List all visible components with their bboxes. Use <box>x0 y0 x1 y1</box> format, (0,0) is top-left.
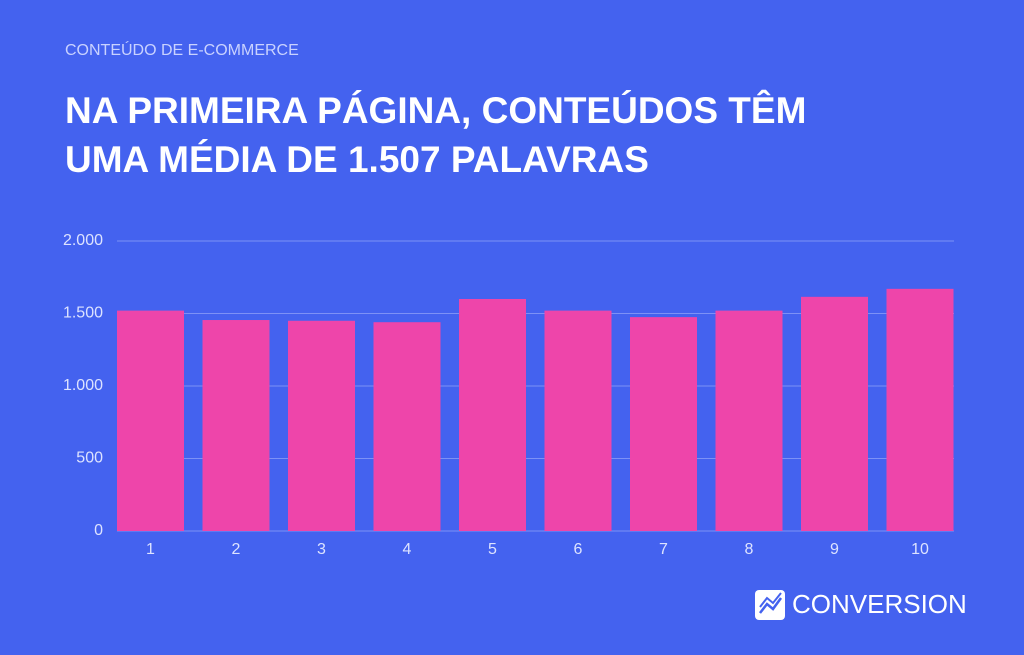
chart-title: UMA MÉDIA DE 1.507 PALAVRAS <box>65 139 649 180</box>
x-tick-label: 10 <box>911 541 929 558</box>
brand-name: CONVERSION <box>792 589 967 619</box>
bar <box>544 310 612 531</box>
bar <box>630 317 697 531</box>
x-tick-label: 6 <box>574 541 583 558</box>
bar <box>459 299 526 531</box>
y-tick-label: 2.000 <box>63 232 103 249</box>
bar <box>886 288 954 531</box>
bar <box>288 320 355 531</box>
x-tick-label: 7 <box>659 541 668 558</box>
y-tick-label: 500 <box>76 450 103 467</box>
bar <box>117 310 184 531</box>
y-tick-label: 1.500 <box>63 305 103 322</box>
y-tick-label: 0 <box>94 522 103 539</box>
bar <box>715 310 783 531</box>
bar <box>373 322 441 531</box>
x-tick-label: 8 <box>745 541 754 558</box>
chart-title: NA PRIMEIRA PÁGINA, CONTEÚDOS TÊM <box>65 89 806 131</box>
logo-line <box>759 592 782 608</box>
x-tick-label: 9 <box>830 541 839 558</box>
x-tick-label: 4 <box>403 541 412 558</box>
y-tick-label: 1.000 <box>63 377 103 394</box>
bar <box>801 296 868 531</box>
x-tick-label: 1 <box>146 541 155 558</box>
logo-line <box>759 597 783 614</box>
chart-subtitle: CONTEÚDO DE E-COMMERCE <box>65 40 299 59</box>
x-tick-label: 3 <box>317 541 326 558</box>
brand-logo: CONVERSION <box>755 589 967 620</box>
x-tick-label: 2 <box>232 541 241 558</box>
bar <box>202 320 270 531</box>
x-tick-label: 5 <box>488 541 497 558</box>
